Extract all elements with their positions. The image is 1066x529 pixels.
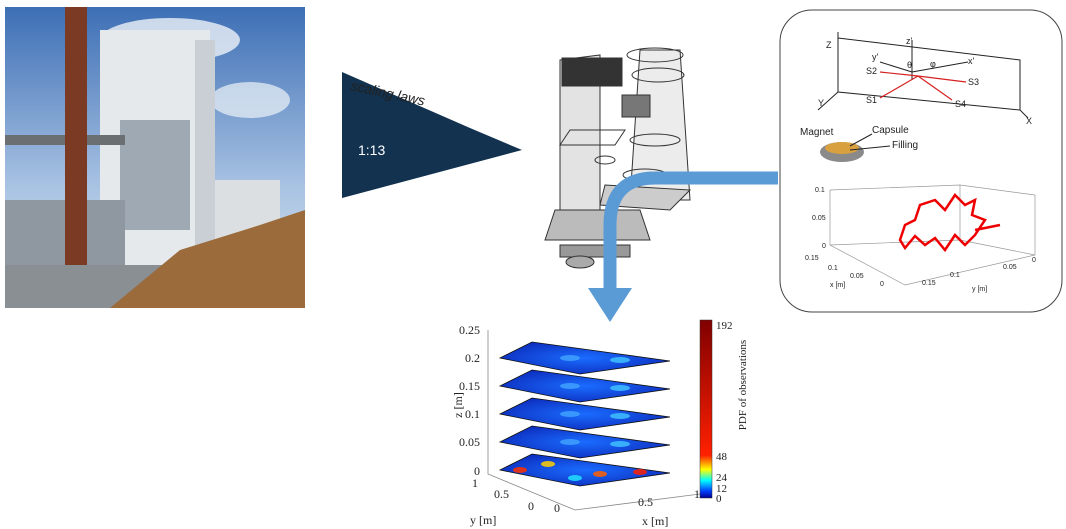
- tick-label: 0.2: [465, 351, 480, 365]
- colorbar-tick: 192: [716, 320, 733, 332]
- shape: [566, 256, 594, 268]
- shape: [210, 82, 290, 118]
- tick-label: 0.5: [638, 495, 653, 509]
- sensor-label: S2: [866, 66, 877, 76]
- tick-label: 0.15: [459, 379, 480, 393]
- colorbar-label: PDF of observations: [737, 340, 749, 430]
- tick-label: 0.1: [828, 265, 838, 272]
- tick-label: 0.05: [850, 273, 864, 280]
- shape: [610, 441, 630, 447]
- sensor-label: S3: [968, 77, 979, 87]
- shape: [560, 355, 580, 361]
- axis-label: x [m]: [830, 282, 845, 289]
- angle-label: φ: [930, 59, 936, 69]
- angle-label: θ: [907, 60, 912, 70]
- axis-label: z [m]: [451, 392, 465, 418]
- tick-label: 0.25: [459, 323, 480, 337]
- pdf-layer: [500, 454, 670, 486]
- axis-label: X: [1026, 116, 1032, 126]
- shape: [500, 398, 670, 430]
- tick-label: 0.05: [1003, 264, 1017, 271]
- shape: [560, 439, 580, 445]
- tick-label: 0.15: [922, 280, 936, 287]
- shape: [780, 10, 1062, 312]
- colorbar: [700, 320, 712, 498]
- shape: [560, 245, 630, 257]
- body: scaling laws 1:13 Z Y X z' y' x' θ φ S2 …: [0, 0, 1066, 529]
- capsule-label: Filling: [892, 140, 918, 151]
- local-axis-label: x': [968, 56, 975, 66]
- plant-photo: [5, 7, 305, 308]
- shape: [610, 385, 630, 391]
- tick-label: 1: [472, 476, 478, 490]
- shape: [65, 7, 87, 272]
- shape: [622, 95, 650, 117]
- tick-label: 0: [554, 501, 560, 515]
- shape: [593, 471, 607, 477]
- tick-label: 0: [528, 499, 534, 513]
- pdf-layer: [500, 370, 670, 402]
- diagram: scaling laws 1:13 Z Y X z' y' x' θ φ S2 …: [0, 0, 1066, 529]
- capsule-label: Magnet: [800, 127, 834, 138]
- arrow-ratio: 1:13: [358, 142, 385, 158]
- tick-label: 0: [1032, 257, 1036, 264]
- tick-label: 0.1: [950, 272, 960, 279]
- pdf-layer: [500, 342, 670, 374]
- local-axis-label: y': [872, 52, 879, 62]
- shape: [500, 370, 670, 402]
- pdf-plot: 0.25 0.2 0.15 0.1 0.05 0 z [m] 1 0.5 0 y…: [451, 320, 749, 528]
- shape: [610, 357, 630, 363]
- axis-label: y [m]: [972, 286, 987, 293]
- tick-label: 0: [880, 281, 884, 288]
- tick-label: 0.05: [459, 435, 480, 449]
- axis-label: Z: [826, 40, 832, 50]
- tick-label: 0.15: [805, 255, 819, 262]
- shape: [633, 469, 647, 475]
- sensor-label: S4: [955, 99, 966, 109]
- shape: [541, 461, 555, 467]
- tick-label: 0.1: [815, 187, 825, 194]
- tick-label: 0.1: [465, 407, 480, 421]
- shape: [562, 58, 622, 86]
- shape: [120, 120, 190, 230]
- shape: [500, 342, 670, 374]
- colorbar-tick: 0: [716, 493, 722, 505]
- colorbar-tick: 48: [716, 451, 728, 463]
- shape: [500, 426, 670, 458]
- scaling-arrow: scaling laws 1:13: [342, 72, 522, 198]
- axis-label: x [m]: [642, 514, 668, 528]
- shape: [513, 467, 527, 473]
- shape: [568, 475, 582, 481]
- page: Scaled boiler tracking diagram {"scaling…: [0, 0, 1066, 529]
- sensor-label: S1: [866, 95, 877, 105]
- axis-label: y [m]: [470, 513, 496, 527]
- shape: [195, 40, 215, 260]
- shape: [560, 411, 580, 417]
- boiler-model: [545, 48, 690, 268]
- shape: [545, 210, 650, 240]
- capsule-label: Capsule: [872, 125, 909, 136]
- sensor-panel: Z Y X z' y' x' θ φ S2 S3 S1 S4 Magnet Ca…: [780, 10, 1062, 312]
- local-axis-label: z': [906, 36, 913, 46]
- shape: [560, 383, 580, 389]
- shape: [588, 288, 632, 322]
- tick-label: 0.5: [494, 487, 509, 501]
- axis-label: Y: [818, 98, 824, 108]
- pdf-layer: [500, 398, 670, 430]
- tick-label: 0.05: [812, 215, 826, 222]
- tick-label: 1: [694, 487, 700, 501]
- shape: [610, 413, 630, 419]
- tick-label: 0: [822, 243, 826, 250]
- pdf-layer: [500, 426, 670, 458]
